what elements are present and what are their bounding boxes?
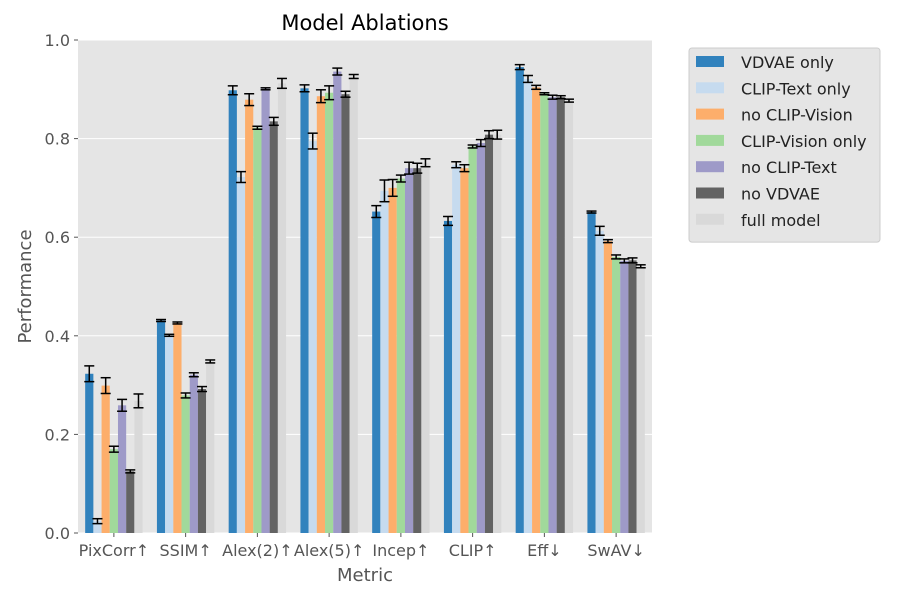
bar [556,97,565,534]
bar [523,78,533,534]
legend-swatch [696,161,724,173]
bar [228,90,237,533]
bar [548,97,557,534]
bar [493,134,502,533]
y-tick-label: 0.6 [45,228,70,247]
legend-swatch [696,134,724,146]
bar [540,93,549,533]
bar [515,67,524,534]
bar [173,322,182,533]
bar [468,146,477,533]
bar [245,99,254,533]
bar [101,385,110,533]
x-axis-label: Metric [337,565,393,586]
bar [126,471,135,533]
y-tick-label: 0.8 [45,130,70,149]
legend: VDVAE only CLIP-Text only no CLIP-Vision CL… [688,47,881,243]
legend-label: no CLIP-Vision [741,106,853,125]
bar [349,76,358,534]
bar [181,395,190,533]
legend-swatch [696,82,724,94]
bar [388,187,397,533]
bar [372,211,381,533]
bar [325,92,334,533]
y-tick-label: 0.0 [45,524,70,543]
x-tick-label: SSIM↑ [160,541,212,560]
bar [341,94,350,533]
bar [532,87,541,533]
bar [300,88,309,534]
legend-swatch [696,213,724,225]
x-axis-ticks: PixCorr↑ SSIM↑ Alex(2)↑ Alex(5)↑ Incep↑ CLIP↑… [79,533,645,560]
bar [253,127,262,533]
bar [421,162,430,533]
y-tick-label: 0.4 [45,327,70,346]
bar [413,168,422,533]
legend-label: no VDVAE [741,185,820,204]
bar [620,260,629,533]
y-tick-label: 1.0 [45,31,70,50]
bar [460,168,469,533]
bar [452,164,461,533]
x-tick-label: Incep↑ [372,541,429,560]
x-tick-label: Alex(2)↑ [222,541,293,560]
bar [269,121,278,533]
legend-label: no CLIP-Text [741,158,837,177]
x-tick-label: Alex(5)↑ [294,541,365,560]
bar [484,134,494,533]
y-axis-label: Performance [15,229,36,343]
bar [443,220,453,533]
bars [85,67,645,534]
bar [85,373,94,533]
bar [603,241,613,534]
bar [404,168,414,533]
bar [189,374,198,533]
bar [587,212,596,533]
bar [277,83,287,533]
bar [564,100,574,533]
legend-label: full model [741,211,821,230]
bar [261,88,270,533]
x-tick-label: Eff↓ [527,541,562,560]
bar [109,449,118,533]
chart-title: Model Ablations [281,11,448,35]
error-bars [84,63,646,525]
bar [476,143,485,534]
legend-swatch [696,187,724,199]
bar [316,96,326,534]
legend-label: CLIP-Text only [741,79,851,98]
bar [612,256,621,533]
bar [134,400,143,533]
legend-label: VDVAE only [741,53,834,72]
y-tick-label: 0.2 [45,425,70,444]
x-tick-label: SwAV↓ [587,541,645,560]
legend-swatch [696,108,724,120]
bar [333,71,342,533]
bar [165,335,174,533]
bar [636,266,645,533]
bar [197,389,207,533]
bar [206,361,215,533]
x-tick-label: PixCorr↑ [79,541,149,560]
bar [93,521,102,533]
bar [156,320,166,533]
y-axis-ticks: 0.0 0.2 0.4 0.6 0.8 1.0 [45,31,78,543]
bar [308,141,317,533]
legend-label: CLIP-Vision only [741,132,867,151]
legend-swatch [696,56,724,67]
bar [380,190,389,533]
x-tick-label: CLIP↑ [449,541,497,560]
bar [117,405,127,533]
bar [595,230,604,533]
bar [396,178,405,533]
bar [628,260,637,533]
legend-box [688,47,881,243]
bar [236,177,246,533]
